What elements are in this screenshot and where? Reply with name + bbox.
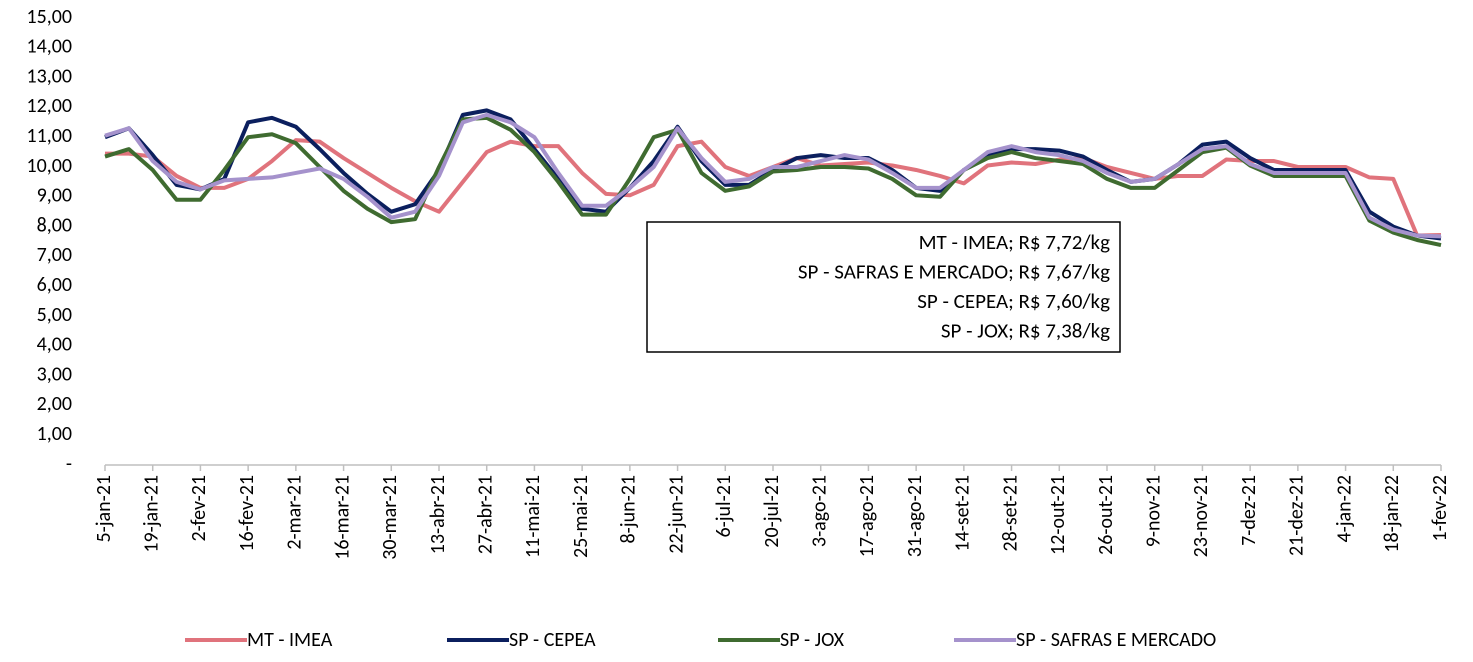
x-tick-label: 30-mar-21	[378, 475, 402, 560]
annotation: MT - IMEA; R$ 7,72/kg SP - SAFRAS E MERCA…	[646, 221, 1121, 353]
annotation-text: SP - JOX; R$ 7,38/kg	[941, 318, 1110, 344]
x-tick-label: 22-jun-21	[664, 475, 688, 554]
y-tick-label: 2,00	[37, 392, 72, 416]
x-tick-label: 28-set-21	[998, 475, 1022, 552]
x-tick-label: 13-abr-21	[426, 475, 450, 554]
x-tick-label: 31-ago-21	[903, 475, 927, 557]
y-tick-label: 13,00	[26, 64, 72, 88]
y-tick-label: 14,00	[26, 35, 72, 59]
x-tick-label: 8-jun-21	[617, 475, 641, 543]
x-tick-label: 18-jan-22	[1380, 475, 1404, 553]
y-tick-label: 9,00	[37, 184, 72, 208]
x-tick-label: 5-jan-21	[92, 475, 116, 543]
annotation-text: SP - SAFRAS E MERCADO; R$ 7,67/kg	[798, 259, 1110, 285]
x-tick-label: 2-fev-21	[187, 475, 211, 542]
x-tick-label: 26-out-21	[1094, 475, 1118, 555]
x-tick-label: 16-mar-21	[330, 475, 354, 560]
y-tick-label: 1,00	[37, 422, 72, 446]
x-tick-label: 9-nov-21	[1141, 475, 1165, 547]
y-tick-label: 7,00	[37, 243, 72, 267]
y-tick-label: 4,00	[37, 333, 72, 357]
legend-label: SP - JOX	[780, 628, 845, 652]
series-line	[104, 112, 1442, 239]
legend-label: SP - CEPEA	[509, 628, 596, 652]
y-tick-label: 3,00	[37, 362, 72, 386]
x-tick-label: 11-mai-21	[521, 475, 545, 558]
series-line	[104, 108, 1442, 241]
x-tick-label: 12-out-21	[1046, 475, 1070, 555]
y-tick-label: 15,00	[26, 5, 72, 29]
y-tick-label: 6,00	[37, 273, 72, 297]
x-tick-label: 17-ago-21	[855, 475, 879, 557]
x-tick-label: 27-abr-21	[473, 475, 497, 554]
y-tick-label: 11,00	[26, 124, 72, 148]
x-tick-label: 1-fev-22	[1428, 475, 1452, 542]
x-tick-label: 19-jan-21	[139, 475, 163, 553]
x-tick-label: 6-jul-21	[712, 475, 736, 538]
x-tick-label: 2-mar-21	[283, 475, 307, 550]
y-tick-label: 12,00	[26, 94, 72, 118]
x-tick-label: 23-nov-21	[1189, 475, 1213, 557]
x-tick-label: 25-mai-21	[569, 475, 593, 558]
x-tick-label: 21-dez-21	[1285, 475, 1309, 556]
x-tick-label: 16-fev-21	[235, 475, 259, 552]
x-tick-label: 14-set-21	[951, 475, 975, 552]
legend-label: SP - SAFRAS E MERCADO	[1016, 628, 1216, 652]
x-tick-label: 7-dez-21	[1237, 475, 1261, 546]
x-tick-label: 3-ago-21	[807, 475, 831, 547]
annotation-box	[646, 221, 1121, 353]
annotation-text: MT - IMEA; R$ 7,72/kg	[919, 229, 1111, 255]
y-tick-label: 5,00	[37, 303, 72, 327]
x-tick-label: 20-jul-21	[760, 475, 784, 548]
y-tick-label: -	[66, 452, 72, 476]
annotation-text: SP - CEPEA; R$ 7,60/kg	[917, 288, 1110, 314]
x-tick-label: 4-jan-22	[1332, 475, 1356, 543]
y-tick-label: 10,00	[26, 154, 72, 178]
y-tick-label: 8,00	[37, 213, 72, 237]
legend-label: MT - IMEA	[247, 628, 333, 652]
